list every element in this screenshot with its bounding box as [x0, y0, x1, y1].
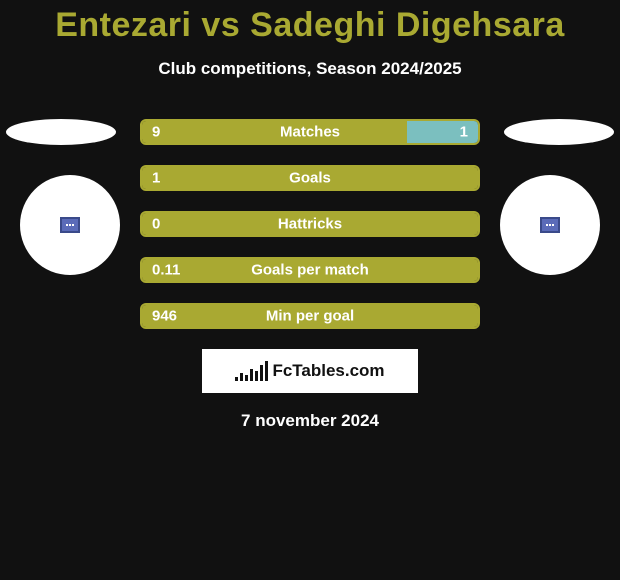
comparison-subtitle: Club competitions, Season 2024/2025: [0, 59, 620, 79]
stat-bar-row: 0.11 Goals per match: [140, 257, 480, 283]
stat-left-value: 0.11: [152, 262, 180, 279]
stat-left-value: 1: [152, 170, 160, 187]
stat-label: Goals: [289, 170, 331, 187]
stat-label: Matches: [280, 124, 340, 141]
player-right-avatar: [500, 175, 600, 275]
brand-box: FcTables.com: [202, 349, 418, 393]
player-left-avatar: [20, 175, 120, 275]
stat-left-value: 9: [152, 124, 160, 141]
comparison-content: 9 1 Matches 1 Goals 0 Hattricks 0.11 Goals per m…: [0, 119, 620, 431]
stat-label: Goals per match: [251, 262, 369, 279]
stat-bar-row: 1 Goals: [140, 165, 480, 191]
stat-left-value: 0: [152, 216, 160, 233]
stat-label: Hattricks: [278, 216, 342, 233]
player-right-ellipse: [504, 119, 614, 145]
stat-label: Min per goal: [266, 308, 354, 325]
comparison-title: Entezari vs Sadeghi Digehsara: [0, 0, 620, 45]
brand-text: FcTables.com: [272, 361, 384, 381]
player-right-badge-icon: [540, 217, 560, 233]
stat-bars: 9 1 Matches 1 Goals 0 Hattricks 0.11 Goals per m…: [140, 119, 480, 329]
snapshot-date: 7 november 2024: [0, 411, 620, 431]
brand-bars-icon: [235, 361, 268, 381]
player-left-badge-icon: [60, 217, 80, 233]
player-left-ellipse: [6, 119, 116, 145]
stat-bar-row: 9 1 Matches: [140, 119, 480, 145]
stat-bar-row: 0 Hattricks: [140, 211, 480, 237]
stat-left-value: 946: [152, 308, 177, 325]
stat-bar-row: 946 Min per goal: [140, 303, 480, 329]
stat-right-value: 1: [460, 124, 468, 141]
stat-bar-left-fill: [142, 121, 407, 143]
